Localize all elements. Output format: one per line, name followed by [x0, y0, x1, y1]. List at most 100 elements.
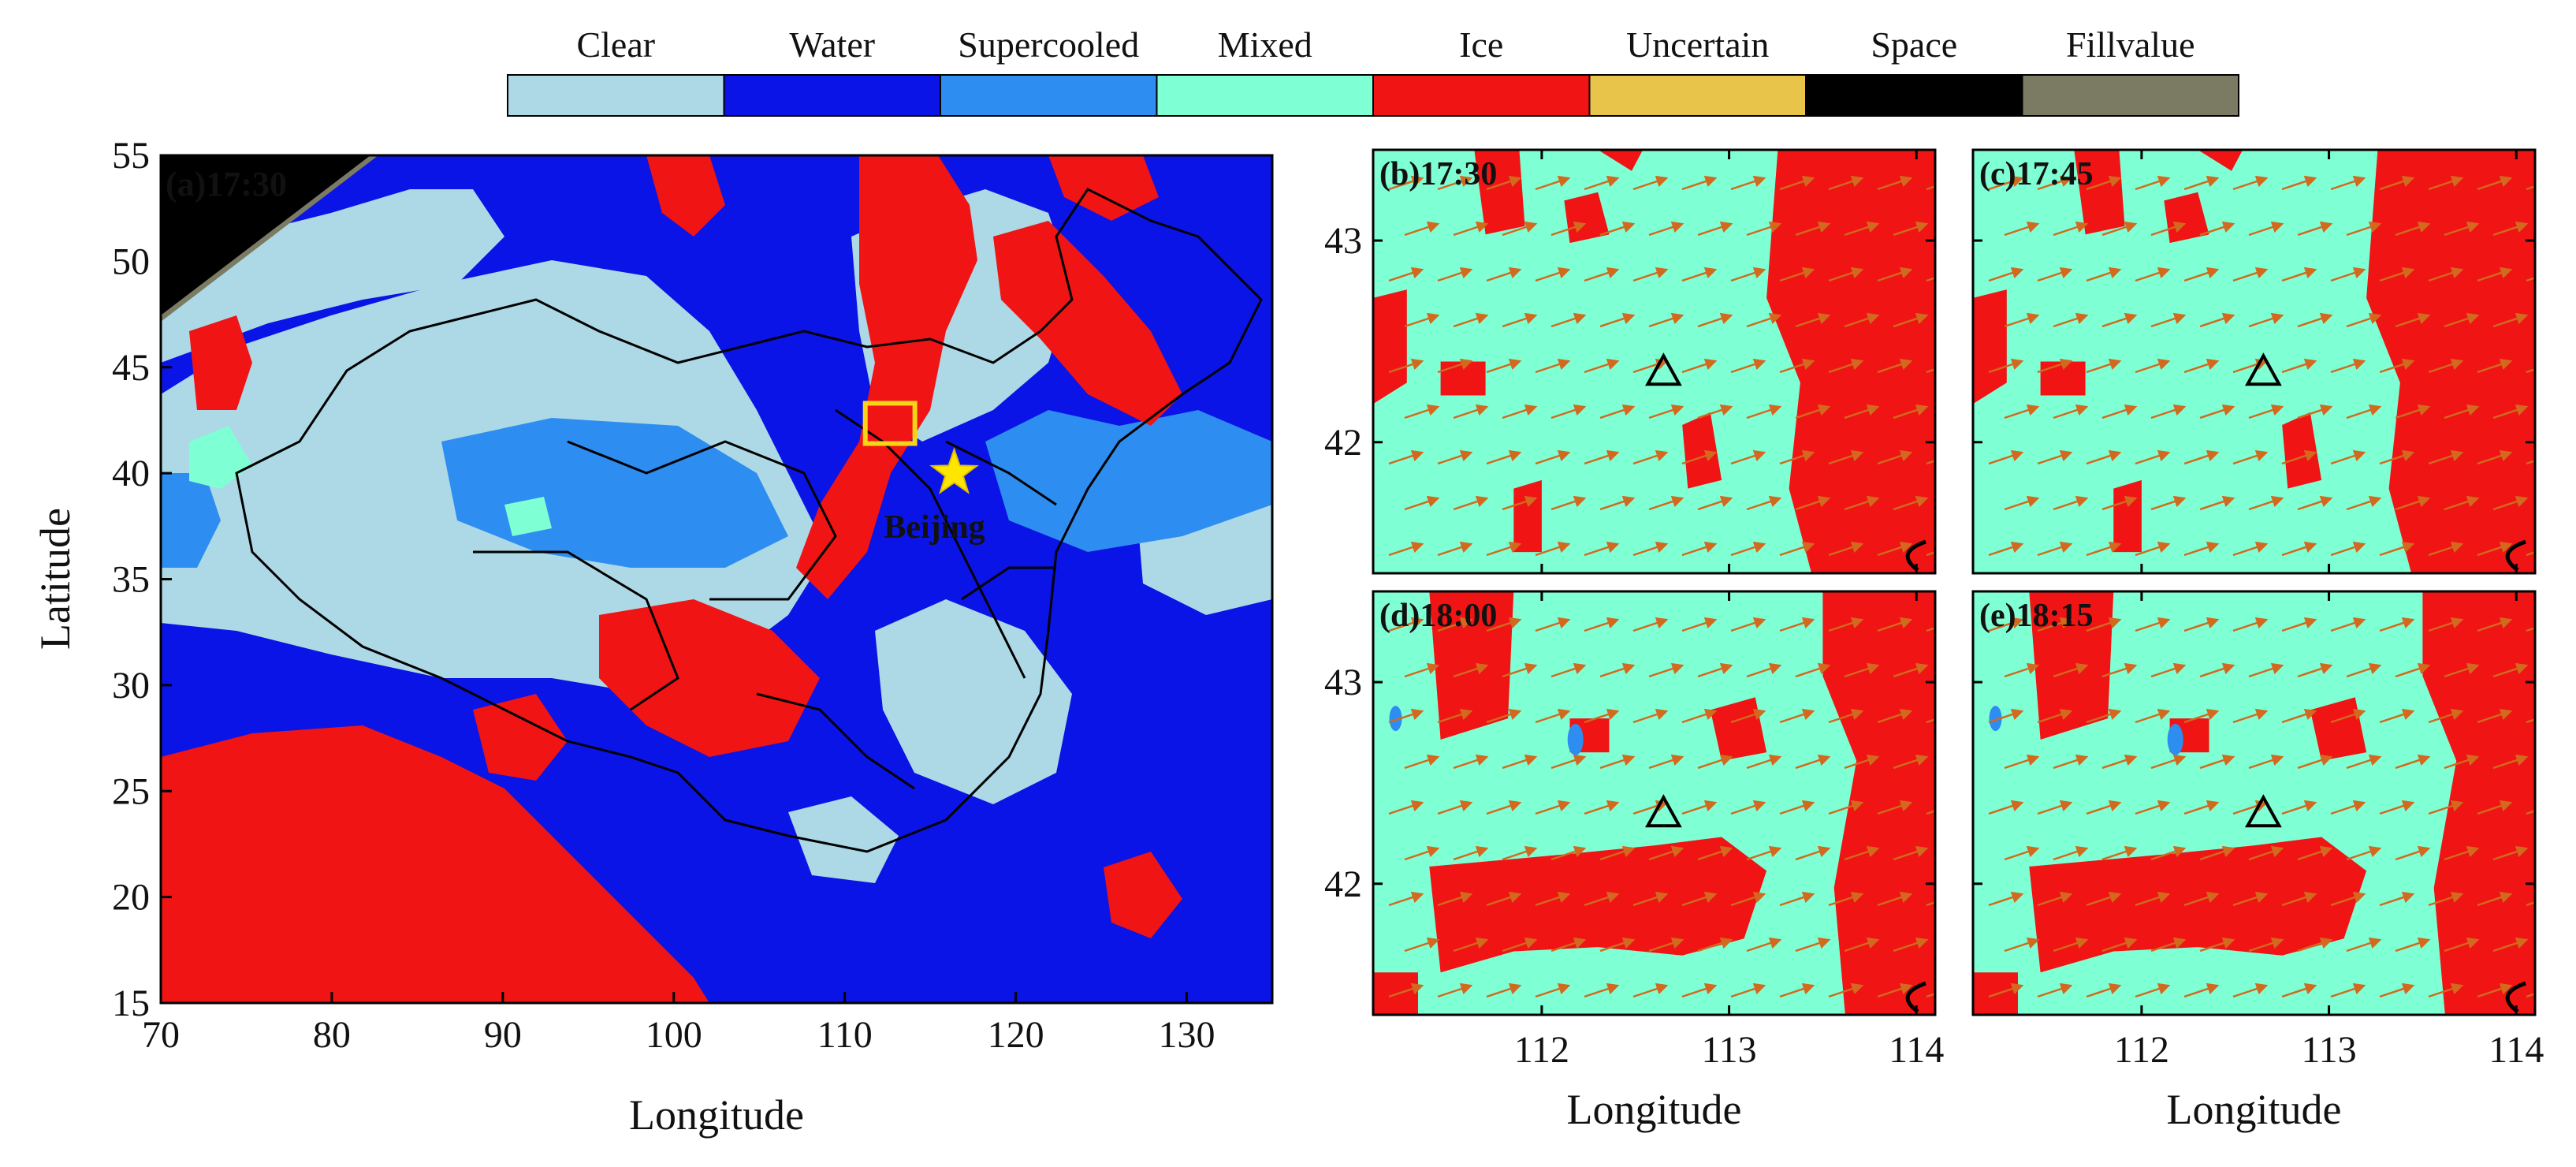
orange-arrow-icon	[1388, 617, 1935, 998]
x-tick-label: 130	[1159, 1014, 1215, 1056]
y-tick-label: 43	[1324, 220, 1362, 262]
study-area-box	[862, 401, 918, 446]
y-tick-label: 45	[112, 347, 150, 389]
triangle-icon	[1644, 352, 1682, 386]
region-supercooled	[1989, 706, 2002, 732]
region-ice	[1710, 697, 1767, 761]
y-tick-label: 20	[112, 877, 150, 919]
panel-b-label: (b)17:30	[1379, 156, 1497, 192]
triangle-icon	[2244, 794, 2282, 828]
x-tick-label: 90	[484, 1014, 522, 1056]
legend-swatch-ice	[1372, 74, 1591, 117]
y-tick-label: 43	[1324, 662, 1362, 703]
y-tick-label: 15	[112, 982, 150, 1024]
panel-d-label: (d)18:00	[1379, 598, 1497, 634]
legend-swatch-supercooled	[940, 74, 1158, 117]
region-ice	[599, 599, 820, 757]
legend-swatch-uncertain	[1588, 74, 1807, 117]
orange-arrow-icon	[1388, 175, 1935, 557]
x-tick-label: 112	[1514, 1029, 1569, 1071]
edge-marker	[1905, 539, 1926, 572]
panel-b-frame	[1372, 148, 1937, 575]
edge-marker	[2505, 539, 2526, 572]
region-ice	[1373, 289, 1407, 405]
edge-marker	[1905, 981, 1926, 1014]
panel-a-x-axis-label: Longitude	[629, 1091, 804, 1139]
y-tick-label: 50	[112, 240, 150, 282]
panel-a-ticks: 70 80 90 100 110 120 130 15 20 25 30 35 40 45 50 55	[112, 135, 1215, 1056]
legend-label: Supercooled	[958, 24, 1139, 65]
legend-label: Fillvalue	[2066, 24, 2195, 65]
x-tick-label: 113	[1701, 1029, 1756, 1071]
legend-label: Space	[1871, 24, 1957, 65]
x-tick-label: 112	[2114, 1029, 2169, 1071]
orange-arrow-icon	[1988, 617, 2535, 998]
legend-swatch-fillvalue	[2021, 74, 2239, 117]
triangle-icon	[2244, 352, 2282, 386]
region-supercooled	[985, 410, 1272, 552]
panel-a-markers: Beijing	[862, 401, 985, 546]
region-ice	[1440, 361, 1486, 396]
region-ice	[2074, 150, 2125, 235]
region-supercooled	[1389, 706, 1402, 732]
region-ice	[2040, 361, 2086, 396]
y-tick-label: 42	[1324, 863, 1362, 905]
star-icon	[929, 447, 980, 494]
legend-swatch-mixed	[1156, 74, 1374, 117]
panel-a-label: (a)17:30	[166, 165, 287, 203]
legend-label: Uncertain	[1626, 24, 1769, 65]
region-supercooled	[161, 473, 221, 568]
y-tick-label: 40	[112, 453, 150, 494]
panel-e-x-axis-label: Longitude	[2167, 1086, 2342, 1133]
y-tick-label: 35	[112, 559, 150, 601]
legend-colorbar	[507, 74, 2239, 117]
triangle-icon	[1644, 794, 1682, 828]
region-ice	[189, 315, 252, 410]
orange-arrow-icon	[1988, 175, 2535, 557]
legend-swatch-clear	[507, 74, 725, 117]
x-tick-label: 114	[2489, 1029, 2544, 1071]
panel-d-x-axis-label: Longitude	[1567, 1086, 1742, 1133]
region-ice	[473, 694, 568, 781]
legend-swatch-space	[1805, 74, 2023, 117]
x-tick-label: 120	[988, 1014, 1044, 1056]
x-tick-label: 110	[817, 1014, 873, 1056]
y-tick-label: 55	[112, 135, 150, 177]
panel-d-frame	[1372, 590, 1937, 1016]
region-ice	[796, 155, 977, 599]
panel-c-map: (c)17:45	[1971, 148, 2537, 575]
region-ice	[2113, 479, 2142, 553]
legend-label: Water	[789, 24, 875, 65]
region-clear	[161, 189, 504, 363]
legend-labels: Clear Water Supercooled Mixed Ice Uncertain Sp…	[576, 24, 2194, 65]
legend-label: Clear	[576, 24, 655, 65]
region-ice	[161, 725, 709, 1003]
region-ice	[2422, 591, 2535, 1015]
panel-a-map: (a)17:30 70 80 90 100 110 120 130 15 20 25 30 35 40 4…	[32, 135, 1274, 1139]
legend: Clear Water Supercooled Mixed Ice Uncertain Sp…	[507, 24, 2239, 117]
region-ice	[1104, 852, 1182, 938]
region-ice	[1598, 150, 1644, 171]
y-tick-label: 42	[1324, 422, 1362, 464]
panel-b-map: (b)17:30 42 43	[1324, 148, 1937, 575]
x-tick-label: 114	[1889, 1029, 1944, 1071]
region-ice	[1973, 289, 2007, 405]
region-ice	[993, 221, 1182, 426]
edge-marker	[2505, 981, 2526, 1014]
panel-d-map: (d)18:00 112 113 114 42 43 Longitude	[1324, 590, 1944, 1133]
region-ice	[1513, 479, 1542, 553]
x-tick-label: 80	[313, 1014, 351, 1056]
region-ice	[1822, 591, 1935, 1015]
city-label: Beijing	[884, 509, 985, 546]
x-tick-label: 70	[142, 1014, 180, 1056]
region-ice	[2282, 412, 2322, 489]
region-ice	[1048, 155, 1159, 221]
boundary-lines	[235, 188, 1263, 853]
region-supercooled	[2167, 723, 2183, 755]
region-ice	[2310, 697, 2367, 761]
panel-c-label: (c)17:45	[1979, 156, 2094, 192]
legend-swatch-water	[723, 74, 941, 117]
region-ice	[2198, 150, 2243, 171]
legend-label: Ice	[1459, 24, 1503, 65]
